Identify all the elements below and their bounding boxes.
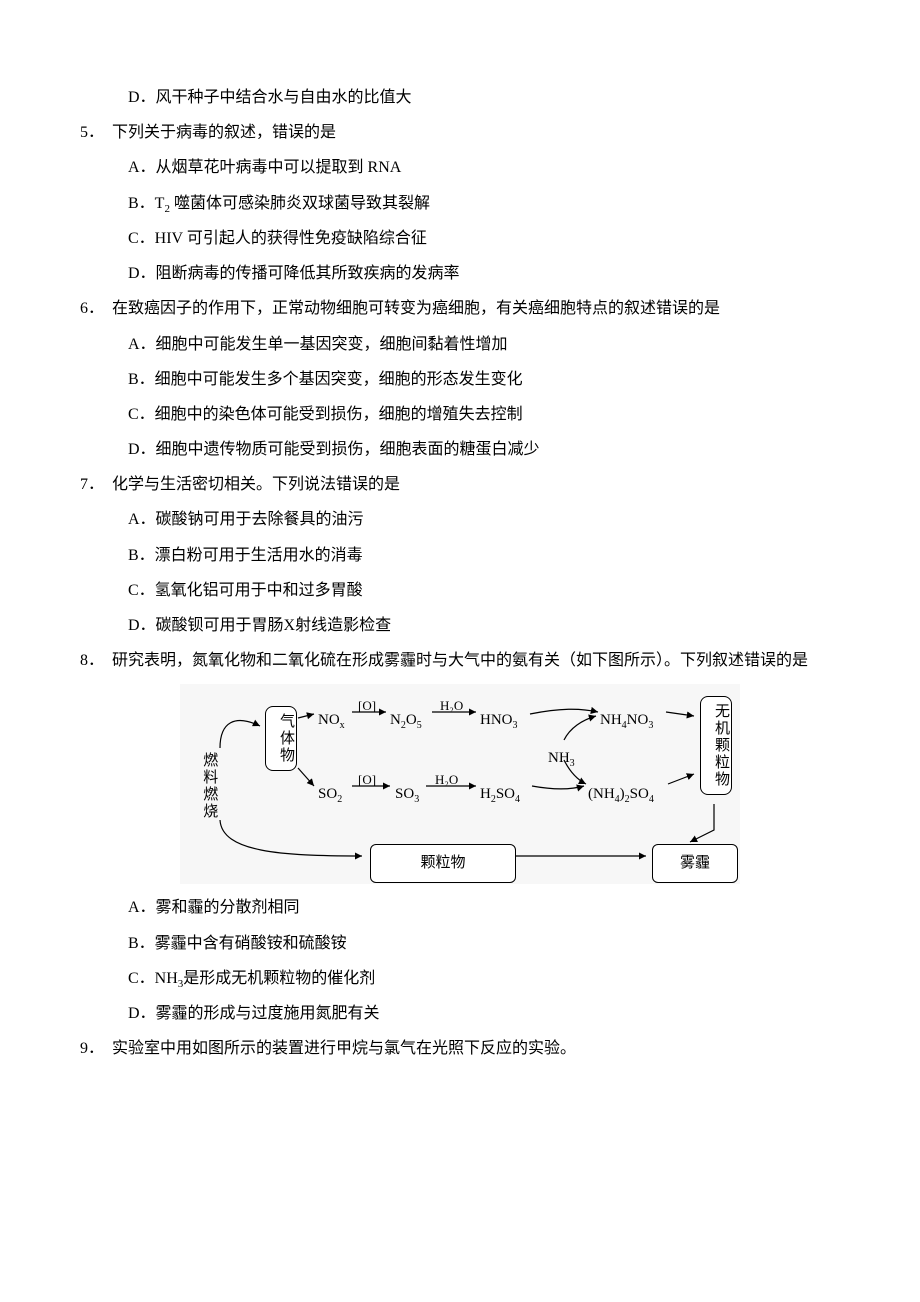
arrow-NH42SO4-inorg xyxy=(668,774,694,784)
chem-SO3: SO3 xyxy=(395,778,419,811)
q5-stem-row: 5．下列关于病毒的叙述，错误的是 xyxy=(80,115,840,150)
q8-option-B: B．雾霾中含有硝酸铵和硫酸铵 xyxy=(80,926,840,961)
arrow-label-0: [O] xyxy=(358,692,376,721)
q9-number: 9． xyxy=(80,1031,112,1066)
q5-number: 5． xyxy=(80,115,112,150)
arrow-fuel-to-gas xyxy=(220,721,260,748)
q5-option-D: D．阻断病毒的传播可降低其所致疾病的发病率 xyxy=(80,256,840,291)
q8-diagram-wrap: 燃料燃烧 气体物 无机颗粒物颗粒物 雾霾 NOx N2O5 HNO3 NH4NO3 NH3 SO2… xyxy=(80,684,840,884)
q9-stem: 实验室中用如图所示的装置进行甲烷与氯气在光照下反应的实验。 xyxy=(112,1040,576,1057)
q7-option-A: A．碳酸钠可用于去除餐具的油污 xyxy=(80,502,840,537)
exam-page: D．风干种子中结合水与自由水的比值大 5．下列关于病毒的叙述，错误的是 A．从烟… xyxy=(0,0,920,1127)
q7-stem: 化学与生活密切相关。下列说法错误的是 xyxy=(112,476,400,493)
q8-option-C: C．NH3是形成无机颗粒物的催化剂 xyxy=(80,961,840,996)
diagram-box-haze: 雾霾 xyxy=(652,844,738,883)
diagram-box-gas: 气体物 xyxy=(265,706,297,771)
arrow-NH4NO3-inorg xyxy=(666,712,694,716)
arrow-label-2: [O] xyxy=(358,766,376,795)
chem-SO2: SO2 xyxy=(318,778,342,811)
q6-option-A: A．细胞中可能发生单一基因突变，细胞间黏着性增加 xyxy=(80,327,840,362)
q6-stem-row: 6．在致癌因子的作用下，正常动物细胞可转变为癌细胞，有关癌细胞特点的叙述错误的是 xyxy=(80,291,840,326)
q8-number: 8． xyxy=(80,643,112,678)
chem-NH42SO4: (NH4)2SO4 xyxy=(588,778,654,811)
q8-stem: 研究表明，氮氧化物和二氧化硫在形成雾霾时与大气中的氨有关（如下图所示）。下列叙述… xyxy=(112,652,808,669)
chem-H2SO4: H2SO4 xyxy=(480,778,520,811)
q5-option-A: A．从烟草花叶病毒中可以提取到 RNA xyxy=(80,150,840,185)
arrow-gas-to-NOx xyxy=(298,714,314,718)
arrow-label-3: H₂O xyxy=(435,766,458,795)
q5-B-pre: B．T xyxy=(128,195,164,212)
q9-stem-row: 9．实验室中用如图所示的装置进行甲烷与氯气在光照下反应的实验。 xyxy=(80,1031,840,1066)
q8-option-D: D．雾霾的形成与过度施用氮肥有关 xyxy=(80,996,840,1031)
q8-diagram: 燃料燃烧 气体物 无机颗粒物颗粒物 雾霾 NOx N2O5 HNO3 NH4NO3 NH3 SO2… xyxy=(180,684,740,884)
q5-option-C: C．HIV 可引起人的获得性免疫缺陷综合征 xyxy=(80,221,840,256)
arrow-gas-to-SO2 xyxy=(298,768,314,786)
q6-number: 6． xyxy=(80,291,112,326)
chem-NH4NO3: NH4NO3 xyxy=(600,704,653,737)
q5-option-B: B．T2 噬菌体可感染肺炎双球菌导致其裂解 xyxy=(80,186,840,221)
chem-NOx: NOx xyxy=(318,704,345,737)
arrow-H2SO4-NH42SO4 xyxy=(532,786,584,789)
q4-option-D: D．风干种子中结合水与自由水的比值大 xyxy=(80,80,840,115)
arrow-HNO3-NH4NO3 xyxy=(530,710,598,715)
arrow-inorg-haze xyxy=(690,804,714,842)
q7-number: 7． xyxy=(80,467,112,502)
q6-option-D: D．细胞中遗传物质可能受到损伤，细胞表面的糖蛋白减少 xyxy=(80,432,840,467)
q6-option-C: C．细胞中的染色体可能受到损伤，细胞的增殖失去控制 xyxy=(80,397,840,432)
diagram-box-fuel: 燃料燃烧 xyxy=(200,752,217,820)
q7-option-B: B．漂白粉可用于生活用水的消毒 xyxy=(80,538,840,573)
arrow-label-1: H₂O xyxy=(440,692,463,721)
arrow-NH3-up xyxy=(564,716,596,740)
q8-C-pre: C．NH xyxy=(128,970,178,987)
q8-option-A: A．雾和霾的分散剂相同 xyxy=(80,890,840,925)
q6-stem: 在致癌因子的作用下，正常动物细胞可转变为癌细胞，有关癌细胞特点的叙述错误的是 xyxy=(112,300,720,317)
q7-stem-row: 7．化学与生活密切相关。下列说法错误的是 xyxy=(80,467,840,502)
arrow-fuel-to-part xyxy=(220,820,362,856)
q6-option-B: B．细胞中可能发生多个基因突变，细胞的形态发生变化 xyxy=(80,362,840,397)
chem-N2O5: N2O5 xyxy=(390,704,422,737)
chem-HNO3: HNO3 xyxy=(480,704,518,737)
q7-option-C: C．氢氧化铝可用于中和过多胃酸 xyxy=(80,573,840,608)
q5-stem: 下列关于病毒的叙述，错误的是 xyxy=(112,124,336,141)
diagram-box-part: 颗粒物 xyxy=(370,844,516,883)
q8-C-post: 是形成无机颗粒物的催化剂 xyxy=(183,970,375,987)
q5-B-post: 噬菌体可感染肺炎双球菌导致其裂解 xyxy=(170,195,430,212)
diagram-box-inorg: 无机颗粒物 xyxy=(700,696,732,795)
chem-NH3: NH3 xyxy=(548,742,575,775)
q7-option-D: D．碳酸钡可用于胃肠X射线造影检查 xyxy=(80,608,840,643)
q8-stem-row: 8．研究表明，氮氧化物和二氧化硫在形成雾霾时与大气中的氨有关（如下图所示）。下列… xyxy=(80,643,840,678)
